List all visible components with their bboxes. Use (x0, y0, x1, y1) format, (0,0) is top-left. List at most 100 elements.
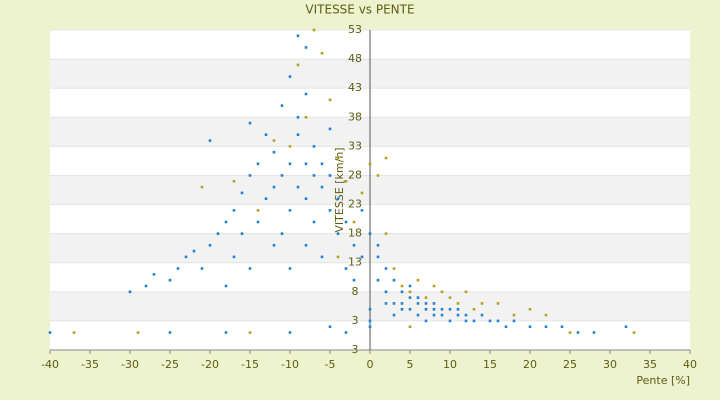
point (344, 220, 348, 224)
point (392, 302, 396, 305)
x-tick-label: 5 (407, 358, 414, 371)
point (416, 296, 420, 299)
point (328, 174, 332, 177)
x-tick-label: -40 (41, 358, 59, 371)
point (392, 313, 396, 317)
point (592, 331, 596, 334)
point (416, 278, 420, 282)
point (408, 325, 412, 329)
x-tick-label: -30 (121, 358, 139, 371)
point (208, 139, 212, 142)
point (176, 267, 180, 270)
point (280, 232, 284, 235)
point (248, 121, 252, 125)
point (544, 313, 548, 317)
point (400, 284, 404, 288)
point (224, 331, 228, 334)
point (136, 331, 140, 334)
point (224, 220, 228, 224)
point (440, 313, 444, 317)
point (336, 255, 340, 259)
point (256, 162, 260, 166)
point (512, 319, 516, 323)
point (400, 302, 404, 305)
point (232, 255, 236, 259)
point (240, 232, 244, 235)
point (304, 243, 308, 247)
point (424, 296, 428, 299)
point (216, 232, 220, 235)
point (256, 209, 260, 212)
point (312, 145, 316, 148)
point (384, 267, 388, 270)
point (296, 115, 300, 119)
x-tick-label: -20 (201, 358, 219, 371)
point (480, 313, 484, 317)
point (472, 307, 476, 311)
y-tick-label: 48 (348, 52, 362, 65)
x-tick-label: 10 (443, 358, 457, 371)
point (408, 307, 412, 311)
y-tick-label: 28 (348, 168, 362, 181)
point (456, 313, 460, 317)
point (560, 325, 564, 329)
point (432, 284, 436, 288)
point (272, 139, 276, 142)
point (336, 232, 340, 235)
point (328, 325, 332, 329)
point (352, 243, 356, 247)
point (240, 191, 244, 195)
point (392, 267, 396, 270)
y-tick-label: 18 (348, 227, 362, 240)
point (200, 267, 204, 270)
point (280, 174, 284, 177)
point (272, 150, 276, 154)
x-tick-label: 35 (643, 358, 657, 371)
x-axis-title: Pente [%] (636, 374, 690, 387)
point (296, 185, 300, 189)
point (352, 278, 356, 282)
point (504, 325, 508, 329)
point (480, 302, 484, 305)
point (360, 255, 364, 259)
point (624, 325, 628, 329)
y-tick-label: 23 (348, 198, 362, 211)
point (360, 191, 364, 195)
chart-title: VITESSE vs PENTE (305, 3, 414, 17)
point (248, 267, 252, 270)
point (368, 319, 372, 323)
point (408, 290, 412, 294)
point (416, 302, 420, 305)
point (344, 267, 348, 270)
x-tick-label: -10 (281, 358, 299, 371)
point (448, 319, 452, 323)
point (288, 75, 292, 78)
point (304, 46, 308, 49)
point (496, 302, 500, 305)
point (48, 331, 52, 334)
point (488, 319, 492, 323)
point (472, 319, 476, 323)
point (232, 209, 236, 212)
point (440, 307, 444, 311)
point (424, 319, 428, 323)
point (528, 307, 532, 311)
point (288, 267, 292, 270)
x-tick-label: 25 (563, 358, 577, 371)
point (456, 302, 460, 305)
x-tick-label: -35 (81, 358, 99, 371)
point (344, 331, 348, 334)
point (544, 325, 548, 329)
point (288, 209, 292, 212)
point (448, 307, 452, 311)
point (296, 34, 300, 38)
point (328, 209, 332, 212)
point (288, 145, 292, 148)
point (264, 133, 268, 137)
point (424, 302, 428, 305)
point (152, 273, 156, 276)
point (456, 307, 460, 311)
point (168, 331, 172, 334)
point (320, 255, 324, 259)
